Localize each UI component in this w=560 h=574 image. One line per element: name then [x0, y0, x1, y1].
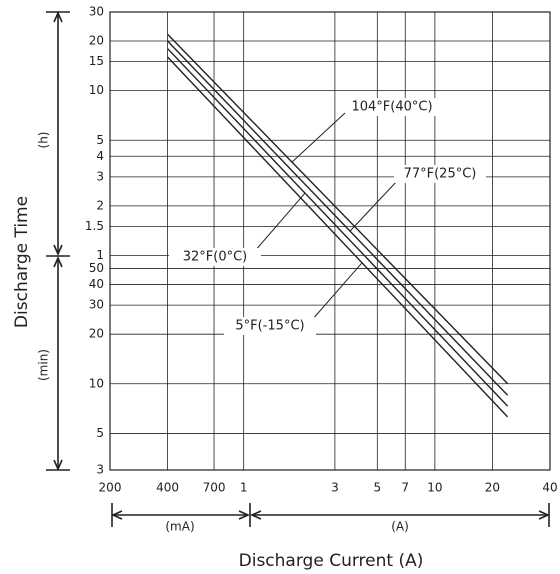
series-label: 104°F(40°C) [351, 100, 432, 115]
y-tick-label: 30 [89, 298, 104, 312]
y-arrows [46, 11, 70, 471]
leader-line [253, 192, 306, 253]
x-arrows [111, 503, 550, 527]
y-tick-label: 1.5 [85, 219, 104, 233]
x-tick-label: 20 [485, 481, 500, 495]
y-unit-upper: (h) [37, 132, 51, 149]
label-bg [346, 98, 438, 116]
x-tick-label: 200 [99, 481, 122, 495]
x-tick-label: 3 [331, 481, 339, 495]
plot-frame [109, 11, 551, 471]
y-tick-label: 1 [96, 248, 104, 262]
y-unit-lower: (min) [37, 349, 51, 381]
series-label: 5°F(-15°C) [235, 319, 304, 334]
x-tick-label: 5 [373, 481, 381, 495]
y-tick-label: 5 [96, 426, 104, 440]
y-tick-label: 3 [96, 463, 104, 477]
y-tick-label: 40 [89, 277, 104, 291]
y-tick-label: 20 [89, 327, 104, 341]
y-tick-label: 15 [89, 54, 104, 68]
y-tick-label: 30 [89, 5, 104, 19]
series-line [167, 56, 509, 418]
y-tick-label: 4 [96, 149, 104, 163]
leader-line [349, 179, 399, 232]
y-tick-label: 3 [96, 169, 104, 183]
series-line [167, 48, 509, 407]
x-tick-label: 7 [401, 481, 409, 495]
y-axis-title: Discharge Time [12, 196, 32, 328]
series-label: 32°F(0°C) [183, 250, 248, 265]
x-tick-label: 400 [156, 481, 179, 495]
leader-line [291, 112, 346, 163]
series-label: 77°F(25°C) [404, 167, 477, 182]
series-line [167, 33, 509, 385]
y-tick-label: 50 [89, 261, 104, 275]
y-tick-label: 10 [89, 83, 104, 97]
x-tick-label: 700 [203, 481, 226, 495]
x-unit-right: (A) [391, 520, 409, 534]
x-tick-label: 40 [542, 481, 557, 495]
x-tick-label: 10 [427, 481, 442, 495]
y-tick-label: 2 [96, 198, 104, 212]
label-bg [224, 317, 316, 335]
series-line [167, 40, 509, 396]
label-bg [169, 248, 261, 266]
y-tick-label: 20 [89, 34, 104, 48]
leader-line [311, 262, 363, 321]
x-axis-title: Discharge Current (A) [239, 551, 424, 571]
x-unit-left: (mA) [165, 520, 194, 534]
x-tick-label: 1 [240, 481, 248, 495]
y-tick-label: 10 [89, 376, 104, 390]
y-tick-label: 5 [96, 133, 104, 147]
label-bg [394, 165, 486, 183]
